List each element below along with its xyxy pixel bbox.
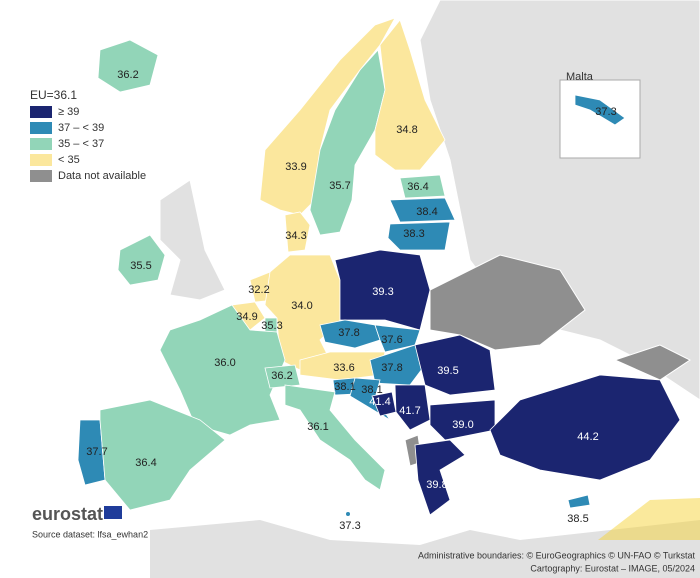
no-data-region bbox=[613, 344, 691, 381]
region bbox=[159, 304, 286, 436]
legend-label: < 35 bbox=[58, 154, 80, 166]
value-label: 37.8 bbox=[381, 362, 402, 374]
region bbox=[394, 384, 431, 431]
value-label: 38.5 bbox=[567, 513, 588, 525]
region bbox=[574, 94, 626, 126]
value-label: 41.4 bbox=[369, 396, 390, 408]
value-label: 36.2 bbox=[117, 69, 138, 81]
region bbox=[489, 374, 681, 481]
logo-decor bbox=[598, 498, 700, 540]
value-label: 33.9 bbox=[285, 161, 306, 173]
region bbox=[346, 512, 350, 516]
region bbox=[259, 17, 396, 216]
cartography: Cartography: Eurostat – IMAGE, 05/2024 bbox=[530, 563, 695, 573]
inset-title: Malta bbox=[566, 71, 594, 83]
value-label: 39.0 bbox=[452, 419, 473, 431]
region bbox=[284, 211, 311, 253]
value-label: 36.4 bbox=[407, 181, 428, 193]
legend-label: 37 – < 39 bbox=[58, 122, 104, 134]
region bbox=[77, 419, 106, 486]
value-label: 35.7 bbox=[329, 180, 350, 192]
region bbox=[399, 174, 446, 199]
inset-frame bbox=[559, 79, 641, 159]
legend-swatch bbox=[30, 106, 52, 118]
value-label: 35.3 bbox=[261, 320, 282, 332]
value-label: 35.5 bbox=[130, 260, 151, 272]
no-data-region bbox=[429, 254, 586, 351]
value-label: 36.1 bbox=[307, 421, 328, 433]
region bbox=[264, 254, 341, 371]
legend-swatch bbox=[30, 154, 52, 166]
credits: Administrative boundaries: © EuroGeograp… bbox=[418, 550, 696, 560]
value-label: 38.1 bbox=[361, 384, 382, 396]
value-label: 37.7 bbox=[86, 446, 107, 458]
value-label: 38.4 bbox=[416, 206, 437, 218]
value-label: 34.3 bbox=[285, 230, 306, 242]
source: Source dataset: lfsa_ewhan2 bbox=[32, 529, 148, 539]
value-label: 37.6 bbox=[381, 334, 402, 346]
value-label: 41.7 bbox=[399, 405, 420, 417]
value-label: 44.2 bbox=[577, 431, 598, 443]
value-label: 34.0 bbox=[291, 300, 312, 312]
region bbox=[389, 197, 456, 223]
legend-label: ≥ 39 bbox=[58, 106, 79, 118]
value-label: 36.0 bbox=[214, 357, 235, 369]
value-label: 36.4 bbox=[135, 457, 156, 469]
region bbox=[387, 221, 451, 251]
region bbox=[264, 364, 301, 389]
value-label: 32.2 bbox=[248, 284, 269, 296]
region bbox=[284, 384, 386, 491]
legend-swatch bbox=[30, 170, 52, 182]
legend-title: EU=36.1 bbox=[30, 88, 77, 102]
value-label: 39.8 bbox=[426, 479, 447, 491]
legend-label: 35 – < 37 bbox=[58, 138, 104, 150]
region bbox=[374, 324, 421, 353]
value-label: 39.5 bbox=[437, 365, 458, 377]
eu-flag bbox=[104, 506, 122, 519]
legend-swatch bbox=[30, 122, 52, 134]
legend-swatch bbox=[30, 138, 52, 150]
value-label: 39.3 bbox=[372, 286, 393, 298]
value-label: 38.1 bbox=[334, 381, 355, 393]
region bbox=[99, 399, 226, 511]
value-label: 37.3 bbox=[339, 520, 360, 532]
value-label: 38.3 bbox=[403, 228, 424, 240]
region bbox=[374, 19, 446, 171]
region bbox=[429, 399, 496, 441]
brand: eurostat bbox=[32, 504, 103, 524]
region bbox=[414, 439, 466, 516]
region bbox=[567, 494, 591, 509]
value-label: 34.8 bbox=[396, 124, 417, 136]
value-label: 34.9 bbox=[236, 311, 257, 323]
region bbox=[97, 39, 159, 93]
value-label: 33.6 bbox=[333, 362, 354, 374]
region bbox=[117, 234, 166, 286]
legend-label: Data not available bbox=[58, 170, 146, 182]
value-label: 37.8 bbox=[338, 327, 359, 339]
land-background bbox=[150, 520, 700, 578]
value-label: 36.2 bbox=[271, 370, 292, 382]
value-label: 37.3 bbox=[595, 106, 616, 118]
land-background bbox=[159, 179, 226, 301]
